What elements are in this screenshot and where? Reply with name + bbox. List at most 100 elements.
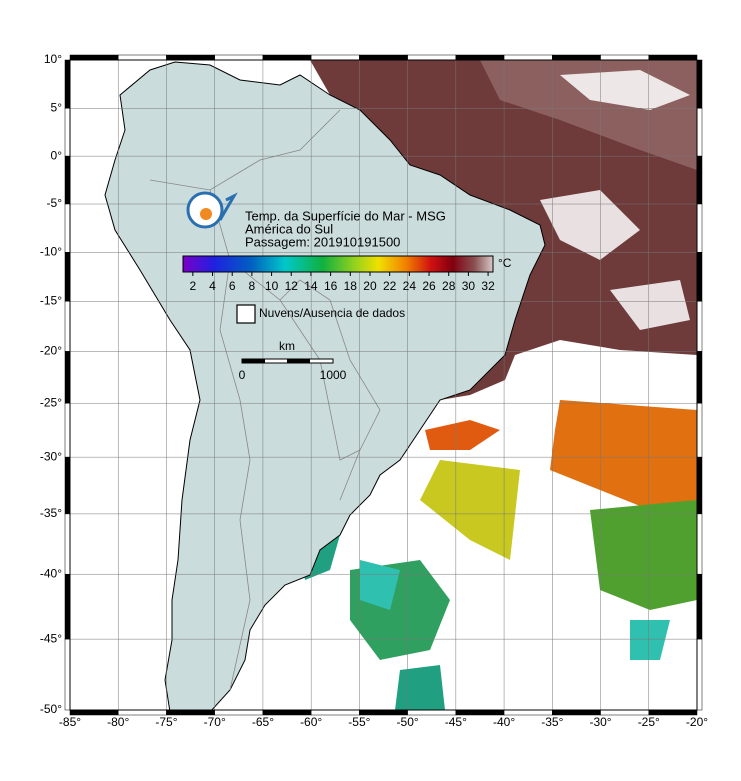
title-line: Temp. da Superfície do Mar - MSG: [245, 208, 446, 223]
lat-tick-label: -45°: [40, 631, 62, 645]
frame-segment: [696, 252, 703, 302]
frame-border: [69, 59, 698, 711]
frame-segment: [455, 54, 505, 61]
frame-segment: [64, 108, 71, 157]
lon-tick-label: -45°: [445, 715, 467, 729]
frame-segment: [64, 203, 71, 253]
lat-tick-label: -25°: [40, 395, 62, 409]
colorbar-tick-label: 8: [249, 279, 256, 293]
frame-segment: [696, 573, 703, 640]
lat-tick-label: -30°: [40, 449, 62, 463]
lat-tick-label: 10°: [44, 52, 62, 66]
colorbar-tick-label: 26: [422, 279, 436, 293]
colorbar-tick-label: 10: [265, 279, 279, 293]
frame-segment: [64, 301, 71, 352]
sst-coast-orange: [425, 420, 500, 450]
frame-segment: [600, 54, 650, 61]
sst-cyan: [360, 560, 670, 660]
frame: [64, 54, 703, 716]
title-line: Passagem: 201910191500: [245, 234, 400, 249]
lon-tick-label: -20°: [686, 715, 708, 729]
lon-tick-label: -40°: [493, 715, 515, 729]
lat-tick-label: -20°: [40, 344, 62, 358]
lon-tick-label: -25°: [638, 715, 660, 729]
lat-tick-label: 5°: [51, 100, 63, 114]
lon-tick-label: -65°: [252, 715, 274, 729]
colorbar: [182, 255, 494, 273]
frame-segment: [64, 456, 71, 515]
frame-segment: [310, 54, 360, 61]
colorbar-tick-label: 18: [344, 279, 358, 293]
frame-segment: [696, 402, 703, 458]
colorbar-unit: °C: [498, 256, 512, 270]
lat-tick-label: -35°: [40, 506, 62, 520]
sst-cloud-gaps: [540, 70, 690, 330]
frame-segment: [696, 638, 703, 711]
scale-bar: [241, 358, 334, 364]
logo: [186, 191, 238, 229]
frame-segment: [696, 513, 703, 575]
country-borders: [149, 109, 381, 691]
colorbar-tick-label: 16: [324, 279, 338, 293]
lon-tick-label: -50°: [397, 715, 419, 729]
sst-south-yellow: [420, 460, 520, 560]
lat-tick-label: -50°: [40, 702, 62, 716]
frame-segment: [64, 573, 71, 640]
sst-green-east: [590, 500, 697, 610]
colorbar-tick-label: 24: [403, 279, 417, 293]
lat-tick-label: -5°: [47, 196, 63, 210]
sst-south-orange: [550, 400, 697, 510]
colorbar-tick-label: 6: [229, 279, 236, 293]
frame-segment: [64, 155, 71, 205]
lon-tick-label: -75°: [155, 715, 177, 729]
frame-segment: [696, 155, 703, 205]
colorbar-tick-label: 2: [189, 279, 196, 293]
colorbar-tick-label: 32: [481, 279, 495, 293]
frame-segment: [64, 252, 71, 302]
frame-segment: [552, 54, 601, 61]
lon-tick-label: -35°: [541, 715, 563, 729]
frame-segment: [359, 54, 408, 61]
frame-segment: [64, 513, 71, 575]
scale-label: 0: [239, 368, 246, 382]
graticule: [70, 60, 697, 710]
frame-segment: [64, 402, 71, 458]
colorbar-tick-label: 12: [285, 279, 299, 293]
frame-segment: [64, 351, 71, 404]
frame-segment: [696, 456, 703, 515]
frame-segment: [214, 54, 264, 61]
colorbar-ticks: 2 4 6 8 10 12 14 16 18 20 22 24 26 28 30 32: [189, 272, 495, 293]
lon-tick-label: -80°: [107, 715, 129, 729]
legend-label: Nuvens/Ausencia de dados: [259, 306, 405, 320]
frame-segment: [696, 59, 703, 109]
frame-segment: [64, 638, 71, 711]
frame-segment: [166, 54, 215, 61]
lat-tick-label: 0°: [51, 148, 63, 162]
scale-label: 1000: [320, 368, 347, 382]
frame-segment: [696, 203, 703, 253]
colorbar-tick-label: 14: [304, 279, 318, 293]
frame-segment: [117, 54, 167, 61]
map-area: [70, 60, 697, 710]
scale-unit: km: [279, 339, 295, 353]
lat-tick-label: -15°: [40, 293, 62, 307]
frame-segment: [648, 54, 698, 61]
lon-tick-label: -55°: [348, 715, 370, 729]
lon-tick-label: -30°: [589, 715, 611, 729]
colorbar-tick-label: 30: [462, 279, 476, 293]
frame-segment: [407, 54, 457, 61]
title-line: América do Sul: [245, 221, 333, 236]
legend-swatch: [236, 304, 256, 324]
frame-segment: [503, 54, 553, 61]
frame-segment: [696, 108, 703, 157]
frame-segment: [696, 351, 703, 404]
lon-tick-label: -85°: [59, 715, 81, 729]
lon-tick-label: -70°: [204, 715, 226, 729]
sst-warm-north: [310, 60, 697, 430]
colorbar-tick-label: 28: [442, 279, 456, 293]
lat-tick-label: -10°: [40, 244, 62, 258]
colorbar-tick-label: 22: [383, 279, 397, 293]
colorbar-tick-label: 4: [209, 279, 216, 293]
